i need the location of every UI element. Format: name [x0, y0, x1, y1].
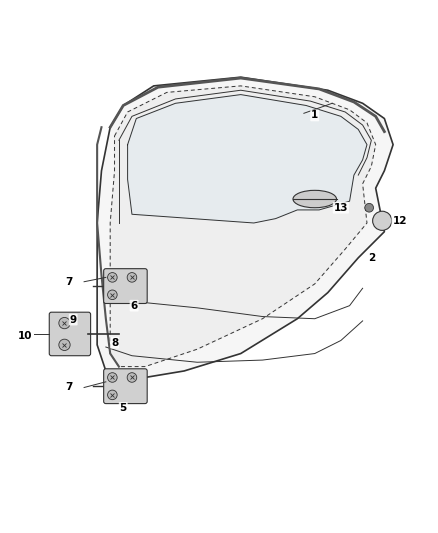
Text: 8: 8: [111, 338, 118, 348]
Text: 6: 6: [131, 301, 138, 311]
Text: 2: 2: [368, 253, 375, 263]
Text: 7: 7: [65, 383, 73, 392]
Polygon shape: [97, 77, 393, 379]
Circle shape: [59, 318, 70, 329]
Ellipse shape: [293, 190, 336, 208]
Circle shape: [127, 373, 137, 382]
Text: 7: 7: [65, 277, 73, 287]
Text: 12: 12: [392, 216, 407, 226]
FancyBboxPatch shape: [49, 312, 91, 356]
Text: 9: 9: [70, 314, 77, 325]
Circle shape: [365, 204, 374, 212]
Text: 10: 10: [18, 331, 32, 341]
Polygon shape: [127, 94, 367, 223]
Circle shape: [127, 272, 137, 282]
Circle shape: [108, 373, 117, 382]
Text: 1: 1: [311, 110, 318, 120]
FancyBboxPatch shape: [104, 369, 147, 403]
Circle shape: [108, 290, 117, 300]
Circle shape: [59, 339, 70, 351]
Text: 13: 13: [334, 203, 348, 213]
FancyBboxPatch shape: [104, 269, 147, 303]
Circle shape: [373, 211, 392, 230]
Polygon shape: [110, 86, 376, 367]
Text: 5: 5: [120, 403, 127, 413]
Circle shape: [108, 390, 117, 400]
Circle shape: [108, 272, 117, 282]
